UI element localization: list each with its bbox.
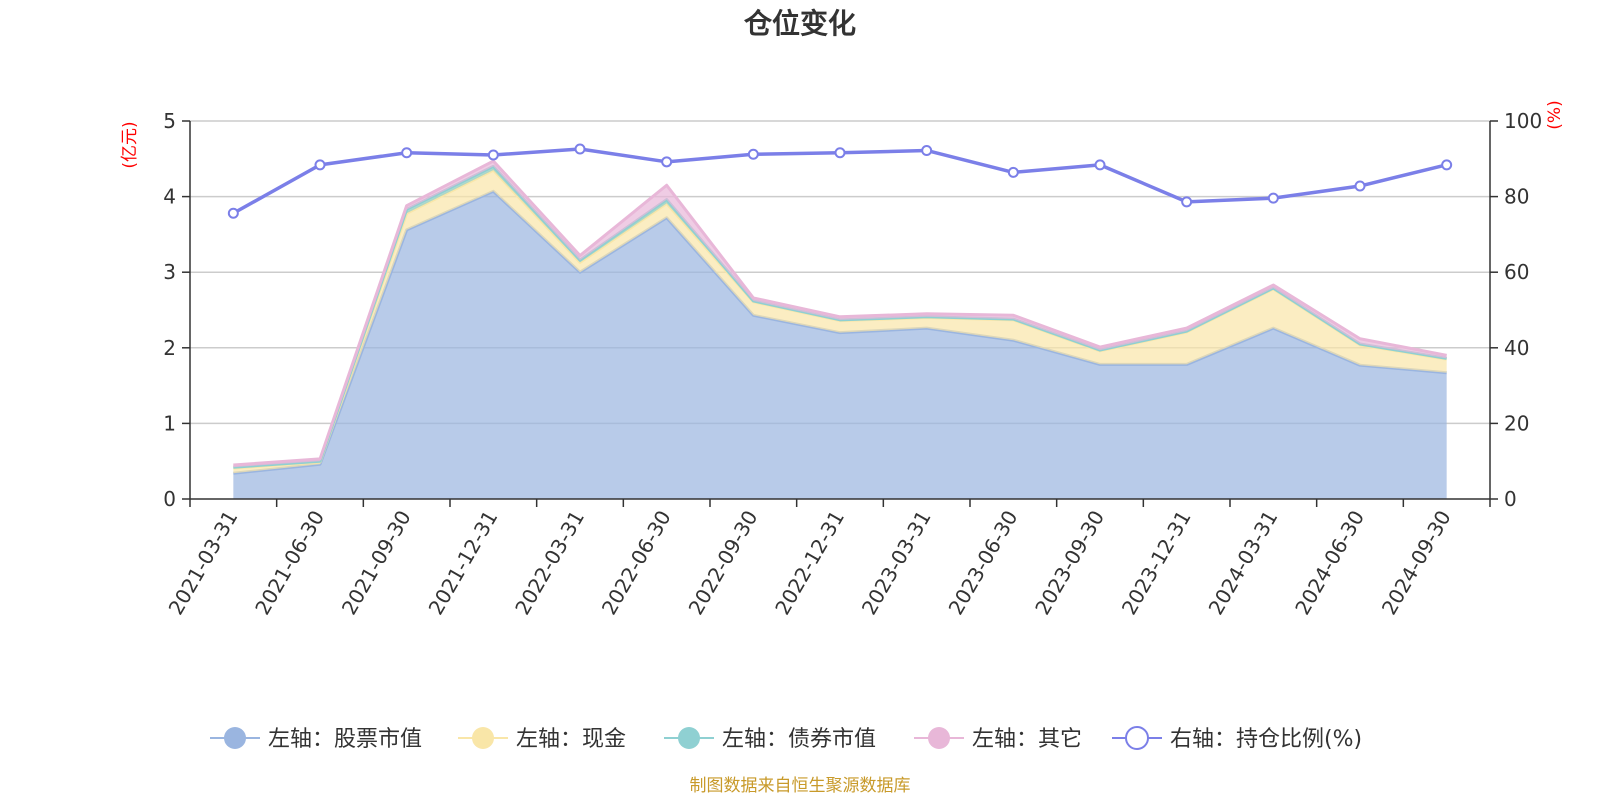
right-tick-label: 60 <box>1504 260 1529 284</box>
legend-item[interactable]: 左轴：其它 <box>914 727 1082 752</box>
legend-dot <box>678 727 700 749</box>
ratio-point[interactable] <box>1354 180 1366 192</box>
legend-label: 左轴：债券市值 <box>722 727 876 752</box>
ratio-point[interactable] <box>747 148 759 160</box>
x-tick-label: 2022-03-31 <box>510 506 589 619</box>
area-edge-line <box>233 159 1447 467</box>
legend-item[interactable]: 左轴：债券市值 <box>664 727 876 752</box>
x-tick-label: 2021-09-30 <box>337 506 416 619</box>
x-tick-label: 2023-03-31 <box>857 506 936 619</box>
legend-label: 左轴：股票市值 <box>268 727 422 752</box>
x-tick-label: 2022-09-30 <box>684 506 763 619</box>
ratio-point[interactable] <box>1007 166 1019 178</box>
legend-label: 左轴：其它 <box>972 727 1082 752</box>
legend-item[interactable]: 左轴：股票市值 <box>210 727 422 752</box>
area-fill <box>233 191 1447 500</box>
right-tick-label: 80 <box>1504 185 1529 209</box>
legend-item[interactable]: 右轴：持仓比例(%) <box>1112 726 1362 752</box>
ratio-point[interactable] <box>574 143 586 155</box>
ratio-point[interactable] <box>921 144 933 156</box>
x-tick-label: 2023-06-30 <box>944 506 1023 619</box>
legend-item[interactable]: 左轴：现金 <box>458 727 626 752</box>
legend-dot <box>472 727 494 749</box>
left-tick-label: 1 <box>163 411 176 435</box>
left-tick-label: 5 <box>163 109 176 133</box>
legend: 左轴：股票市值 左轴：现金 左轴：债券市值 左轴：其它 右轴：持仓比例(%) <box>210 726 1362 752</box>
ratio-line-series <box>227 143 1453 219</box>
legend-dot <box>224 727 246 749</box>
x-tick-label: 2021-03-31 <box>164 506 243 619</box>
ratio-point[interactable] <box>227 207 239 219</box>
x-tick-label: 2024-09-30 <box>1377 506 1456 619</box>
right-tick-label: 20 <box>1504 411 1529 435</box>
ratio-point[interactable] <box>401 147 413 159</box>
left-tick-label: 4 <box>163 185 176 209</box>
left-axis-unit: (亿元) <box>120 121 140 168</box>
x-tick-label: 2021-12-31 <box>424 506 503 619</box>
ratio-point[interactable] <box>1441 159 1453 171</box>
ratio-point[interactable] <box>1094 159 1106 171</box>
legend-label: 左轴：现金 <box>516 727 626 752</box>
x-tick-label: 2023-12-31 <box>1117 506 1196 619</box>
left-tick-label: 2 <box>163 336 176 360</box>
chart-title: 仓位变化 <box>744 7 856 40</box>
ratio-point[interactable] <box>1267 192 1279 204</box>
area-series <box>233 159 1447 500</box>
left-tick-label: 3 <box>163 260 176 284</box>
left-tick-label: 0 <box>163 487 176 511</box>
legend-dot <box>1125 726 1149 750</box>
ratio-point[interactable] <box>487 149 499 161</box>
x-tick-label: 2022-06-30 <box>597 506 676 619</box>
x-tick-label: 2022-12-31 <box>770 506 849 619</box>
ratio-point[interactable] <box>1181 196 1193 208</box>
ratio-point[interactable] <box>834 147 846 159</box>
ratio-point[interactable] <box>314 159 326 171</box>
right-axis-unit: (%) <box>1545 100 1565 129</box>
right-tick-label: 100 <box>1504 109 1542 133</box>
legend-dot <box>928 727 950 749</box>
x-tick-label: 2021-06-30 <box>250 506 329 619</box>
right-tick-label: 0 <box>1504 487 1517 511</box>
legend-label: 右轴：持仓比例(%) <box>1170 727 1362 752</box>
x-tick-label: 2024-03-31 <box>1204 506 1283 619</box>
source-note: 制图数据来自恒生聚源数据库 <box>690 776 911 796</box>
x-tick-label: 2023-09-30 <box>1030 506 1109 619</box>
x-tick-label: 2024-06-30 <box>1290 506 1369 619</box>
ratio-point[interactable] <box>661 156 673 168</box>
right-tick-label: 40 <box>1504 336 1529 360</box>
